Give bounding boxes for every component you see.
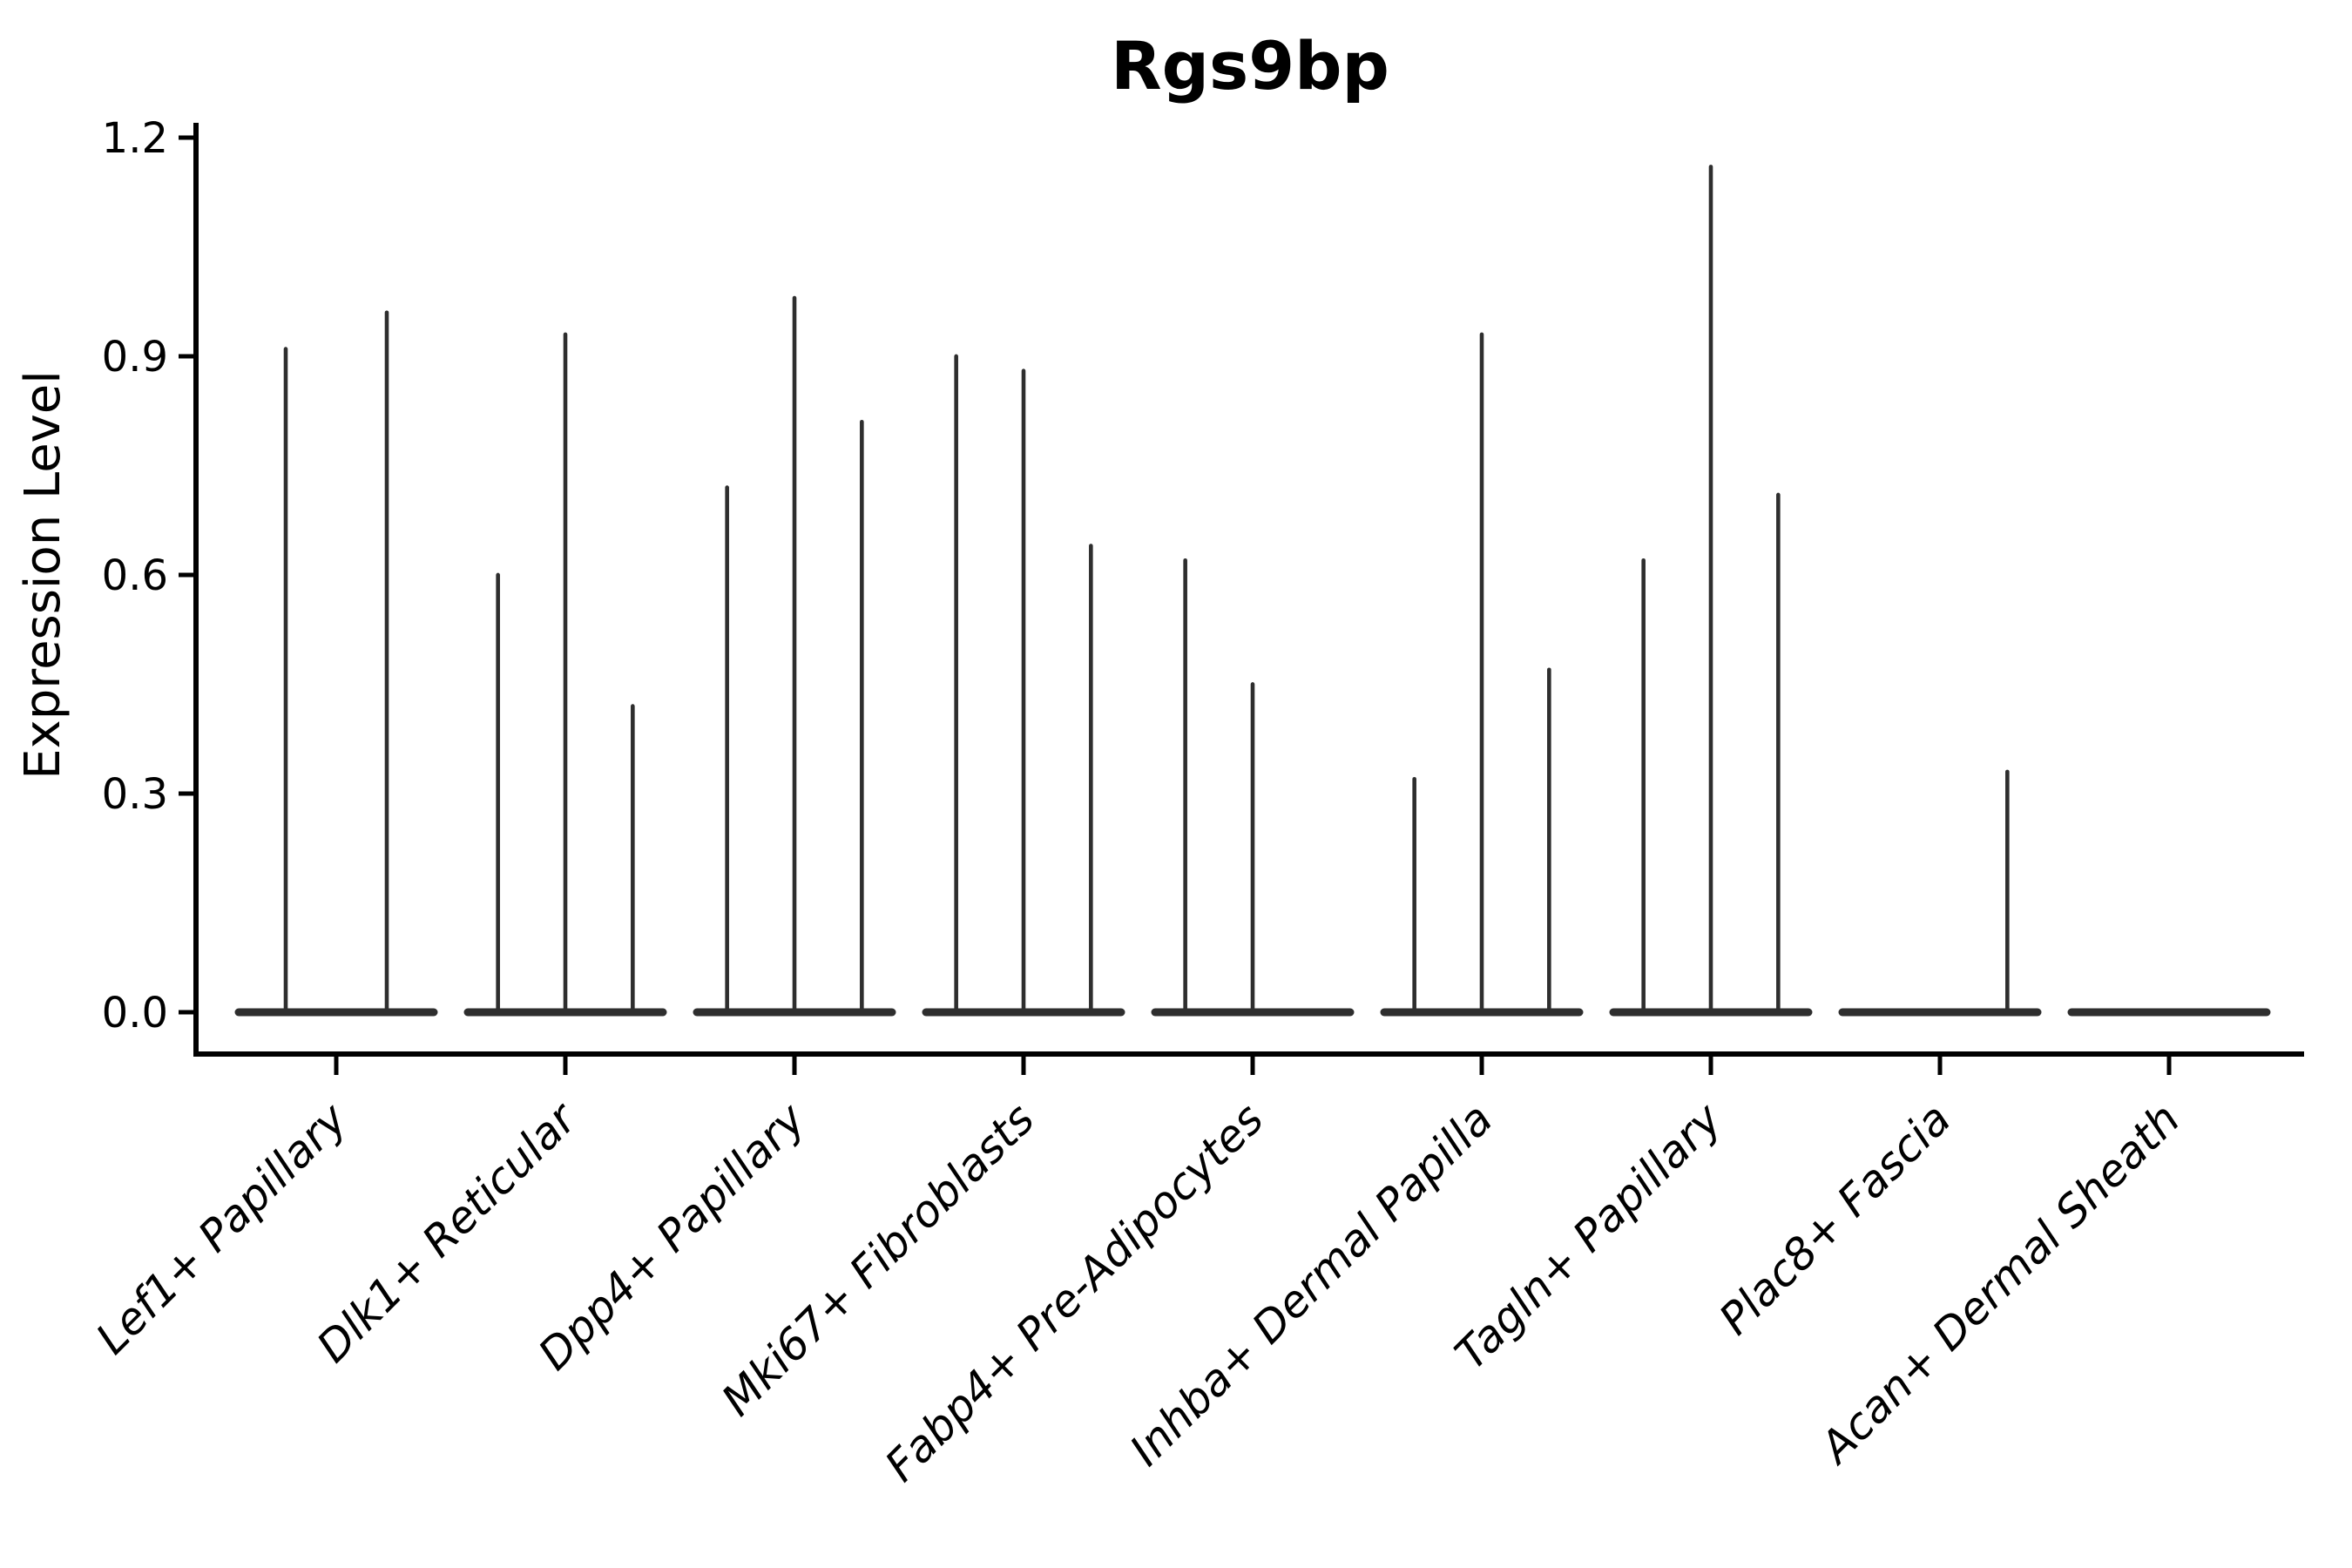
x-tick-label: Inhba+ Dermal Papilla [1120,1093,1502,1475]
y-tick-label: 0.9 [102,333,168,382]
violin-group [463,332,667,1017]
y-tick-label: 0.3 [102,770,168,819]
violin-group [1380,332,1584,1017]
y-tick-label: 0.6 [102,551,168,600]
x-tick-label: Plac8+ Fascia [1710,1093,1961,1344]
y-axis-label: Expression Level [15,370,71,780]
violin-group [1609,165,1813,1017]
x-tick-label: Acan+ Dermal Sheath [1809,1093,2190,1474]
x-tick-label: Lef1+ Papillary [86,1092,357,1363]
violin-group [234,310,438,1017]
violin-group [1151,558,1355,1017]
violin-group [1838,769,2042,1017]
chart-title: Rgs9bp [1111,27,1389,105]
x-tick-label: Fabp4+ Pre-Adipocytes [875,1093,1274,1491]
violin-group [922,354,1125,1017]
y-tick-label: 1.2 [102,114,168,163]
y-tick-label: 0.0 [102,989,168,1037]
violin-group [693,295,896,1017]
